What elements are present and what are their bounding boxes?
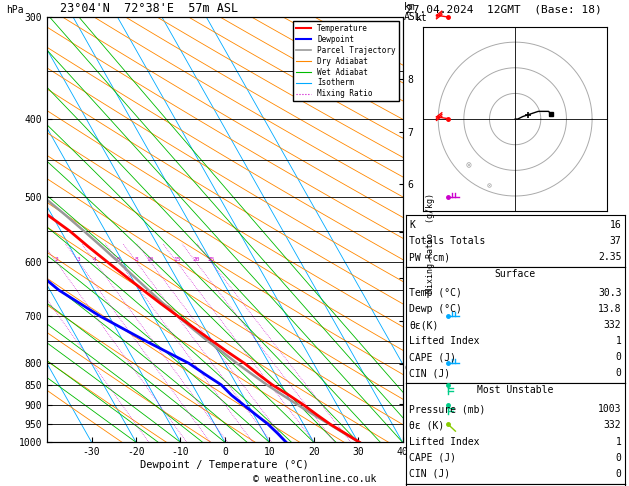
Text: Most Unstable: Most Unstable	[477, 385, 554, 396]
Text: km: km	[404, 2, 416, 12]
Text: 2: 2	[55, 257, 58, 262]
Text: 3: 3	[77, 257, 81, 262]
Legend: Temperature, Dewpoint, Parcel Trajectory, Dry Adiabat, Wet Adiabat, Isotherm, Mi: Temperature, Dewpoint, Parcel Trajectory…	[292, 21, 399, 102]
Text: PW (cm): PW (cm)	[409, 252, 450, 262]
Text: 23°04'N  72°38'E  57m ASL: 23°04'N 72°38'E 57m ASL	[60, 1, 238, 15]
Text: 1: 1	[616, 436, 621, 447]
Text: 2.35: 2.35	[598, 252, 621, 262]
Text: Totals Totals: Totals Totals	[409, 236, 486, 246]
Text: 0: 0	[616, 469, 621, 479]
Text: CAPE (J): CAPE (J)	[409, 352, 457, 363]
Text: θε (K): θε (K)	[409, 420, 445, 431]
Text: 8: 8	[135, 257, 138, 262]
Text: Lifted Index: Lifted Index	[409, 336, 480, 347]
Text: Temp (°C): Temp (°C)	[409, 288, 462, 298]
Text: 1: 1	[616, 336, 621, 347]
Text: 20: 20	[192, 257, 199, 262]
Text: CAPE (J): CAPE (J)	[409, 452, 457, 463]
Text: 10: 10	[147, 257, 154, 262]
Text: 16: 16	[610, 220, 621, 230]
Text: 6: 6	[117, 257, 121, 262]
Text: Pressure (mb): Pressure (mb)	[409, 404, 486, 415]
Text: 332: 332	[604, 420, 621, 431]
Text: kt: kt	[415, 13, 427, 23]
Text: 25: 25	[208, 257, 214, 262]
Text: 332: 332	[604, 320, 621, 330]
Text: ⊗: ⊗	[487, 181, 492, 190]
Text: K: K	[409, 220, 415, 230]
X-axis label: Dewpoint / Temperature (°C): Dewpoint / Temperature (°C)	[140, 460, 309, 470]
Text: 1003: 1003	[598, 404, 621, 415]
Text: ASL: ASL	[404, 12, 421, 22]
Text: 30.3: 30.3	[598, 288, 621, 298]
Text: Dewp (°C): Dewp (°C)	[409, 304, 462, 314]
Text: 15: 15	[173, 257, 181, 262]
Text: 4: 4	[93, 257, 97, 262]
Text: © weatheronline.co.uk: © weatheronline.co.uk	[253, 473, 376, 484]
Text: 0: 0	[616, 452, 621, 463]
Text: Mixing Ratio  (g/kg): Mixing Ratio (g/kg)	[426, 193, 435, 293]
Text: 13.8: 13.8	[598, 304, 621, 314]
Text: 37: 37	[610, 236, 621, 246]
Text: 0: 0	[616, 368, 621, 379]
Text: hPa: hPa	[6, 4, 24, 15]
Text: θε(K): θε(K)	[409, 320, 439, 330]
Text: ⊗: ⊗	[466, 160, 472, 170]
Text: CIN (J): CIN (J)	[409, 368, 450, 379]
Text: 27.04.2024  12GMT  (Base: 18): 27.04.2024 12GMT (Base: 18)	[406, 4, 601, 15]
Text: CL: CL	[404, 364, 415, 373]
Text: Surface: Surface	[494, 269, 536, 279]
Text: 0: 0	[616, 352, 621, 363]
Text: Lifted Index: Lifted Index	[409, 436, 480, 447]
Text: CIN (J): CIN (J)	[409, 469, 450, 479]
